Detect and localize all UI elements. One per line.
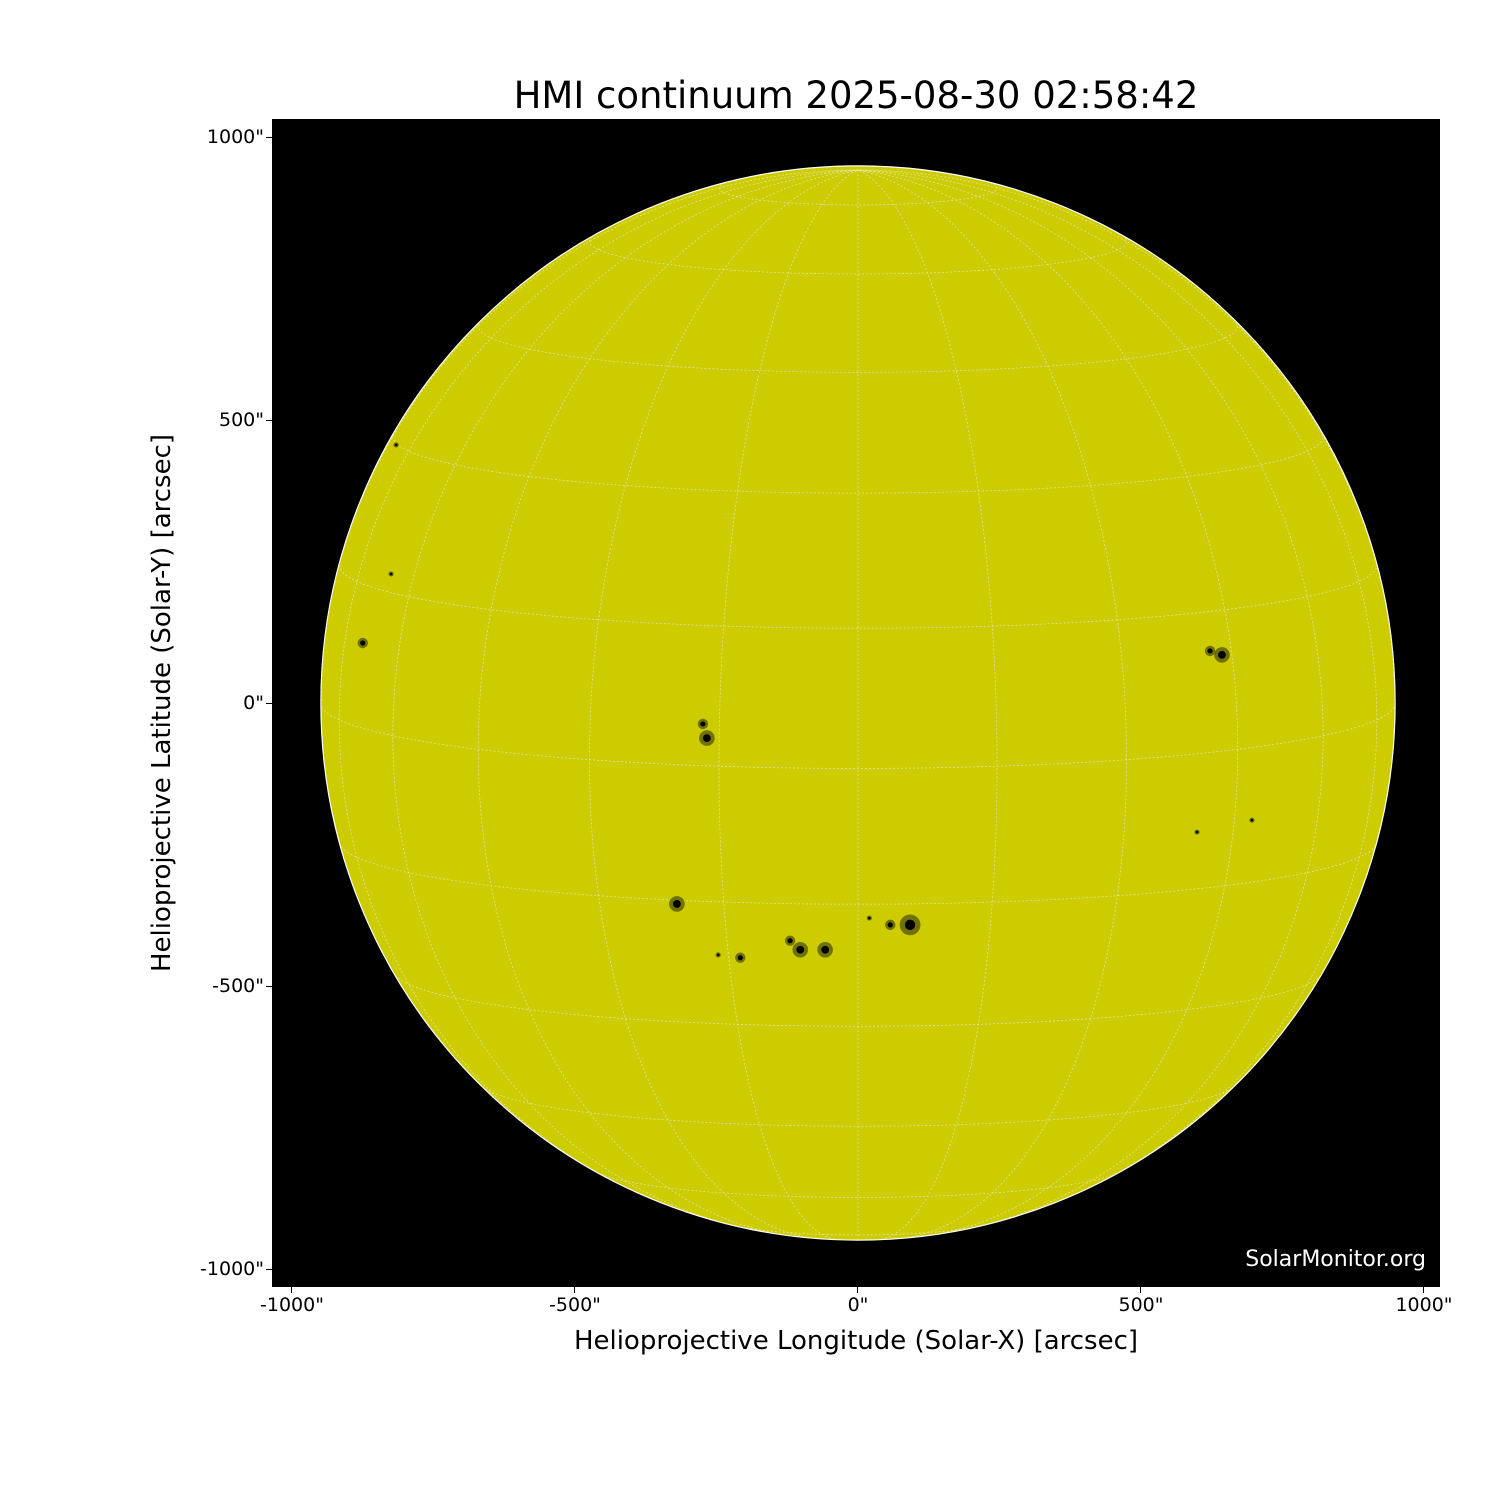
latitude-grid-line <box>481 1086 1235 1127</box>
sunspot-umbra <box>672 900 681 908</box>
longitude-grid-line <box>588 169 859 1239</box>
sunspot-umbra <box>1218 650 1226 659</box>
solar-disk-image <box>320 165 1396 1241</box>
longitude-grid-line <box>392 169 859 1229</box>
y-tick-label: 0" <box>243 692 264 714</box>
latitude-grid-line <box>718 180 998 206</box>
sunspot-umbra <box>394 443 398 447</box>
sunspot-umbra <box>1195 830 1199 834</box>
plot-area <box>272 119 1440 1287</box>
longitude-grid-line <box>857 169 1324 1229</box>
latitude-grid-line <box>320 702 1396 769</box>
y-tick <box>266 1269 272 1270</box>
y-tick-label: 500" <box>218 409 264 431</box>
longitude-grid-line <box>857 169 1128 1239</box>
chart-title: HMI continuum 2025-08-30 02:58:42 <box>513 74 1199 117</box>
x-axis-label: Helioprojective Longitude (Solar-X) [arc… <box>573 1326 1139 1356</box>
x-tick-label: 0" <box>847 1294 869 1316</box>
sunspot-umbra <box>360 640 366 646</box>
y-tick-label: -1000" <box>200 1258 264 1280</box>
x-tick <box>291 1287 292 1293</box>
x-tick <box>574 1287 575 1293</box>
longitude-grid-line <box>338 169 859 1190</box>
x-tick-label: -500" <box>549 1294 601 1316</box>
sunspot-umbra <box>737 955 743 961</box>
latitude-grid-line <box>477 320 1239 373</box>
x-tick <box>1423 1287 1424 1293</box>
sunspot-umbra <box>887 922 893 928</box>
longitude-grid-line <box>857 169 998 1241</box>
sunspot-umbra <box>787 938 793 944</box>
sunspot-umbra <box>702 734 711 742</box>
sunspot-umbra <box>821 945 830 954</box>
sunspot-umbra <box>904 919 916 931</box>
latitude-grid-line <box>338 564 1378 629</box>
y-tick <box>266 986 272 987</box>
longitude-grid-line <box>857 169 1378 1190</box>
x-tick <box>1140 1287 1141 1293</box>
sunspot-umbra <box>716 953 720 957</box>
x-tick-label: 500" <box>1118 1294 1164 1316</box>
y-axis-label: Helioprojective Latitude (Solar-Y) [arcs… <box>147 433 177 973</box>
y-tick-label: -500" <box>212 975 264 997</box>
sunspot-umbra <box>868 916 871 920</box>
x-tick <box>857 1287 858 1293</box>
watermark: SolarMonitor.org <box>1245 1247 1426 1272</box>
sunspot-umbra <box>1207 648 1213 654</box>
longitude-grid-line <box>718 169 859 1241</box>
latitude-grid-line <box>395 975 1321 1027</box>
x-tick-label: -1000" <box>260 1294 324 1316</box>
sunspot-umbra <box>796 945 805 954</box>
y-tick-label: 1000" <box>206 126 264 148</box>
latitude-grid-line <box>392 432 1324 494</box>
sunspot-umbra <box>389 572 393 576</box>
sunspot-umbra <box>1250 818 1254 822</box>
x-tick-label: 1000" <box>1395 1294 1453 1316</box>
latitude-grid-line <box>339 843 1377 905</box>
longitude-grid-line <box>477 169 859 1237</box>
y-tick <box>266 703 272 704</box>
longitude-grid-line <box>857 169 1239 1237</box>
y-tick <box>266 420 272 421</box>
latitude-grid-line <box>588 234 1128 275</box>
sunspot-umbra <box>700 721 706 727</box>
y-tick <box>266 137 272 138</box>
